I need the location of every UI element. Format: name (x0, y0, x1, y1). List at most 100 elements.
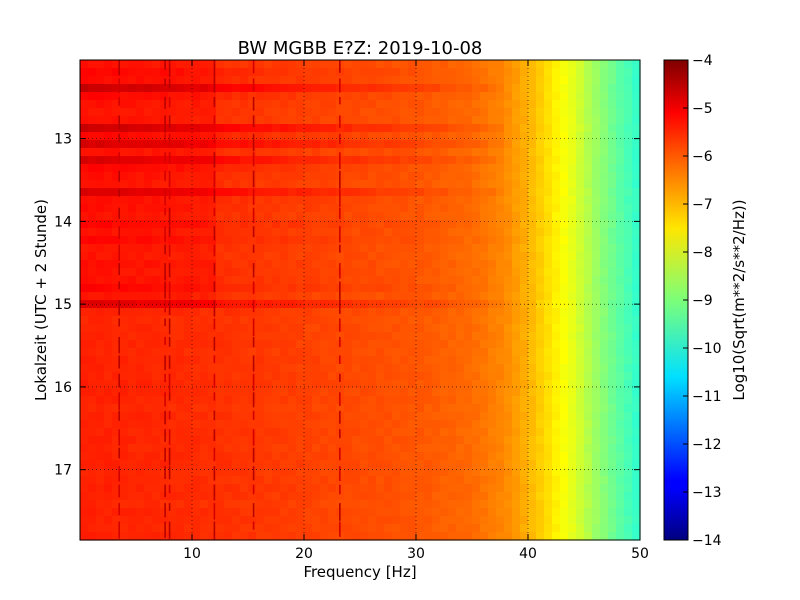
heatmap-cell (344, 532, 353, 541)
heatmap-cell (392, 60, 401, 69)
heatmap-cell (456, 492, 465, 501)
heatmap-cell (600, 92, 609, 101)
heatmap-cell (408, 468, 417, 477)
heatmap-cell (528, 532, 537, 541)
heatmap-cell (272, 532, 281, 541)
heatmap-cell (232, 172, 241, 181)
heatmap-cell (160, 92, 169, 101)
heatmap-cell (240, 164, 249, 173)
heatmap-cell (136, 252, 145, 261)
heatmap-cell (568, 92, 577, 101)
heatmap-cell (112, 156, 121, 165)
heatmap-cell (488, 316, 497, 325)
heatmap-cell (280, 172, 289, 181)
heatmap-cell (520, 388, 529, 397)
heatmap-cell (528, 372, 537, 381)
heatmap-cell (304, 148, 313, 157)
heatmap-cell (392, 108, 401, 117)
heatmap-cell (304, 476, 313, 485)
heatmap-cell (152, 500, 161, 509)
heatmap-cell (240, 412, 249, 421)
heatmap-cell (248, 228, 257, 237)
heatmap-cell (496, 476, 505, 485)
heatmap-cell (360, 364, 369, 373)
heatmap-cell (232, 156, 241, 165)
heatmap-cell (96, 516, 105, 525)
heatmap-cell (424, 388, 433, 397)
heatmap-cell (632, 252, 641, 261)
heatmap-cell (136, 460, 145, 469)
heatmap-cell (216, 524, 225, 533)
heatmap-cell (192, 460, 201, 469)
heatmap-cell (120, 460, 129, 469)
heatmap-cell (328, 372, 337, 381)
heatmap-cell (240, 308, 249, 317)
heatmap-cell (576, 236, 585, 245)
heatmap-cell (216, 380, 225, 389)
heatmap-cell (400, 276, 409, 285)
heatmap-cell (624, 484, 633, 493)
heatmap-cell (96, 284, 105, 293)
heatmap-cell (592, 508, 601, 517)
heatmap-cell (200, 268, 209, 277)
heatmap-cell (192, 420, 201, 429)
heatmap-cell (168, 212, 177, 221)
heatmap-cell (120, 276, 129, 285)
heatmap-cell (312, 420, 321, 429)
heatmap-cell (552, 428, 561, 437)
heatmap-cell (560, 276, 569, 285)
heatmap-cell (432, 484, 441, 493)
heatmap-cell (352, 412, 361, 421)
heatmap-cell (384, 124, 393, 133)
heatmap-cell (160, 68, 169, 77)
heatmap-cell (512, 428, 521, 437)
heatmap-cell (440, 396, 449, 405)
heatmap-cell (328, 180, 337, 189)
heatmap-cell (184, 492, 193, 501)
heatmap-cell (536, 420, 545, 429)
heatmap-cell (352, 380, 361, 389)
heatmap-cell (568, 292, 577, 301)
x-axis: 10 20 30 40 50 (183, 60, 649, 562)
heatmap-cell (176, 428, 185, 437)
heatmap-cell (568, 188, 577, 197)
heatmap-cell (408, 148, 417, 157)
heatmap-cell (264, 148, 273, 157)
heatmap-cell (168, 84, 177, 93)
heatmap-cell (80, 212, 89, 221)
heatmap-cell (320, 276, 329, 285)
heatmap-cell (488, 124, 497, 133)
heatmap-cell (328, 436, 337, 445)
heatmap-cell (320, 212, 329, 221)
heatmap-cell (384, 460, 393, 469)
heatmap-cell (536, 476, 545, 485)
heatmap-cell (104, 428, 113, 437)
heatmap-cell (128, 244, 137, 253)
heatmap-cell (440, 500, 449, 509)
heatmap-cell (608, 84, 617, 93)
heatmap-cell (184, 444, 193, 453)
heatmap-cell (360, 492, 369, 501)
heatmap-cell (264, 140, 273, 149)
heatmap-cell (560, 532, 569, 541)
heatmap-cell (296, 444, 305, 453)
heatmap-cell (624, 372, 633, 381)
heatmap-cell (584, 180, 593, 189)
heatmap-cell (360, 172, 369, 181)
heatmap-cell (336, 460, 345, 469)
heatmap-cell (488, 140, 497, 149)
heatmap-cell (112, 204, 121, 213)
heatmap-cell (568, 372, 577, 381)
heatmap-cell (256, 188, 265, 197)
heatmap-cell (168, 452, 177, 461)
heatmap-cell (136, 508, 145, 517)
heatmap-cell (232, 132, 241, 141)
heatmap-cell (528, 508, 537, 517)
heatmap-cell (80, 76, 89, 85)
heatmap-cell (528, 188, 537, 197)
heatmap-cell (632, 316, 641, 325)
heatmap-cell (120, 140, 129, 149)
heatmap-cell (320, 372, 329, 381)
heatmap-cell (208, 132, 217, 141)
heatmap-cell (80, 116, 89, 125)
